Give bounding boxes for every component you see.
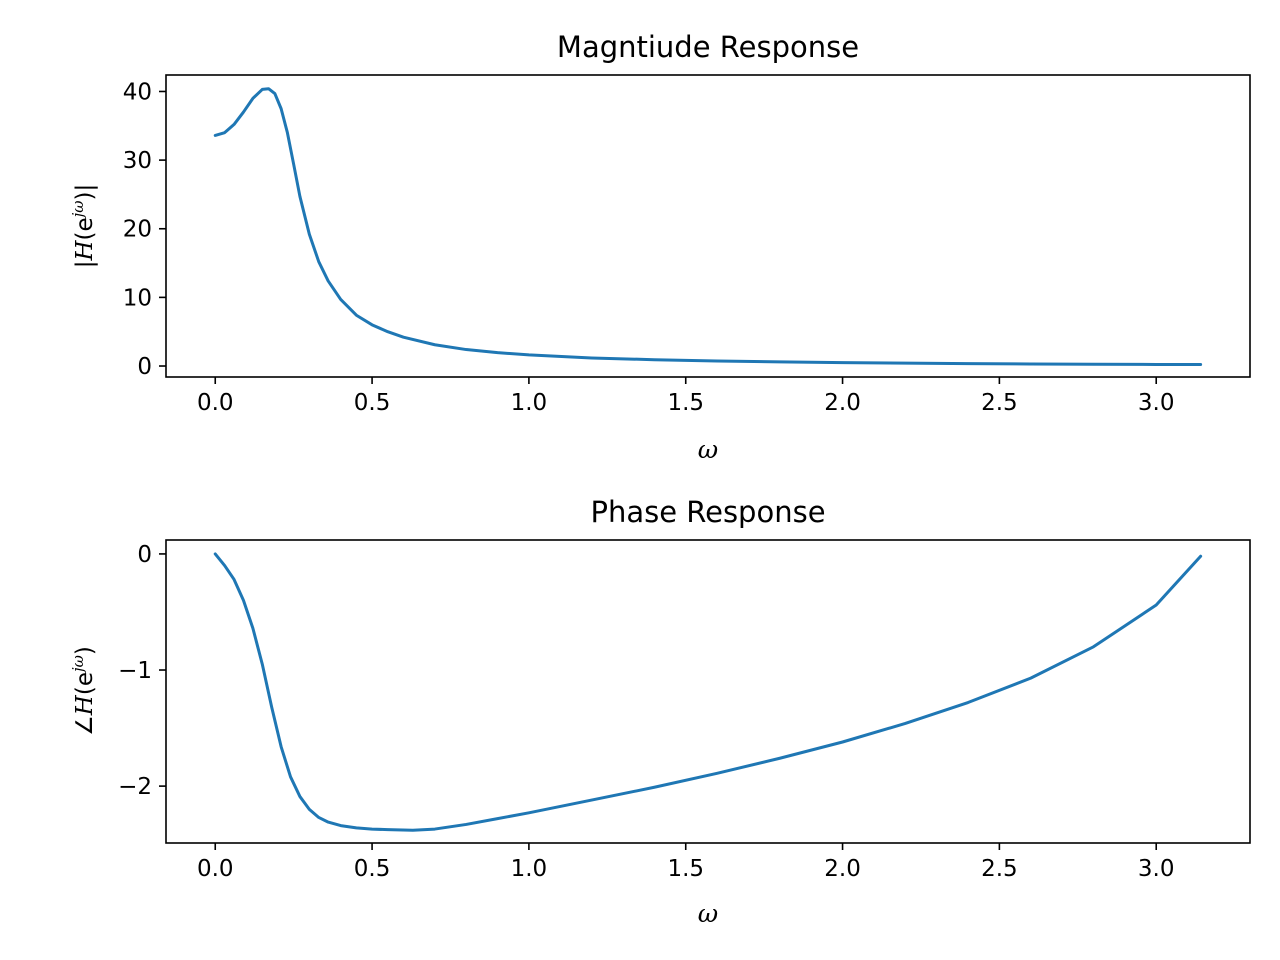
magnitude-y-tick-label: 20 xyxy=(123,217,152,243)
magnitude-subplot: Magntiude Response 0.0 0.5 1.0 1.5 2.0 2.5 3.0… xyxy=(69,30,1251,464)
magnitude-axes-frame xyxy=(165,74,1251,378)
magnitude-y-tick-label: 10 xyxy=(123,285,152,311)
magnitude-y-tick-label: 40 xyxy=(123,79,152,105)
magnitude-x-tick-label: 0.5 xyxy=(354,390,391,416)
phase-axes-frame xyxy=(165,539,1251,844)
phase-y-tick-label: 0 xyxy=(137,542,152,568)
phase-series-group xyxy=(213,552,1203,832)
magnitude-y-tick-label: 30 xyxy=(123,148,152,174)
magnitude-ticks-group: 0.0 0.5 1.0 1.5 2.0 2.5 3.0 0 10 20 30 40 xyxy=(123,79,1175,416)
magnitude-x-tick-label: 1.0 xyxy=(511,390,548,416)
phase-title: Phase Response xyxy=(590,495,825,529)
phase-y-tick-label: −1 xyxy=(118,658,152,684)
phase-x-tick-label: 1.5 xyxy=(667,856,704,882)
phase-x-axis-label: ω xyxy=(698,899,718,928)
magnitude-y-axis-label: |H(ejω)| xyxy=(69,184,98,269)
phase-ticks-group: 0.0 0.5 1.0 1.5 2.0 2.5 3.0 0 −1 −2 xyxy=(118,542,1174,882)
magnitude-x-tick-label: 3.0 xyxy=(1138,390,1175,416)
phase-x-tick-label: 2.0 xyxy=(824,856,861,882)
magnitude-y-tick-label: 0 xyxy=(137,354,152,380)
phase-series-line xyxy=(213,552,1203,832)
magnitude-x-tick-label: 2.5 xyxy=(981,390,1018,416)
phase-x-tick-label: 0.5 xyxy=(354,856,391,882)
magnitude-x-tick-label: 1.5 xyxy=(667,390,704,416)
magnitude-series-line xyxy=(213,87,1203,367)
phase-x-tick-label: 0.0 xyxy=(197,856,234,882)
magnitude-x-tick-label: 0.0 xyxy=(197,390,234,416)
phase-x-tick-label: 1.0 xyxy=(511,856,548,882)
phase-x-tick-label: 2.5 xyxy=(981,856,1018,882)
magnitude-x-axis-label: ω xyxy=(698,435,718,464)
magnitude-title: Magntiude Response xyxy=(557,30,859,64)
phase-y-tick-label: −2 xyxy=(118,774,152,800)
magnitude-x-tick-label: 2.0 xyxy=(824,390,861,416)
phase-x-tick-label: 3.0 xyxy=(1138,856,1175,882)
magnitude-series-group xyxy=(213,87,1203,367)
